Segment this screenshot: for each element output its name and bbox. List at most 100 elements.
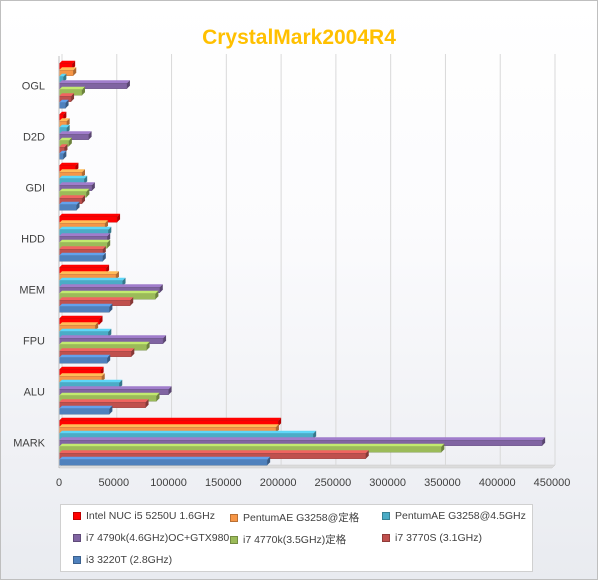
chart-title: CrystalMark2004R4 [202,26,396,49]
bar-front [58,306,110,313]
legend-swatch [382,512,390,520]
bar-top [59,366,104,370]
bar [58,131,92,140]
bar [58,341,150,351]
legend-label: PentumAE G3258@定格 [243,512,360,524]
bar-side [163,335,167,344]
bar-top [59,213,121,217]
bar [58,201,80,211]
bar-top [59,118,70,122]
bar-side [68,137,72,147]
bar-side [75,162,79,172]
bar-front [58,459,268,466]
bar [58,328,112,338]
bar-top [59,392,160,396]
bar [58,233,111,242]
bar-top [59,137,72,141]
bar-top [59,169,86,173]
bar-side [95,322,99,331]
bar [58,137,72,147]
y-tick-label: D2D [23,132,45,144]
bar-top [59,456,271,460]
bar-top [59,405,113,409]
bar-top [59,80,130,84]
axes: MARK ALU FPU MEM HDD GDI D2D OGL 0 50000 100000 150… [13,56,570,489]
bar-side [130,297,134,306]
y-tick-label: GDI [25,183,45,195]
bar-front [58,357,108,364]
bar-top [59,67,77,71]
bar-top [59,417,282,421]
bar-side [542,437,546,446]
bar-side [105,220,109,229]
bar-side [65,99,69,109]
bar-top [59,322,99,326]
bar [58,405,113,415]
bar-side [159,284,163,293]
bar-top [59,341,150,345]
bar-top [59,233,111,237]
legend-item: Intel NUC i5 5250U 1.6GHz [73,510,215,522]
bar-side [145,399,149,408]
x-tick-label: 50000 [98,477,129,489]
bar-top [59,60,76,64]
bar-side [71,93,75,102]
bar-side [76,201,80,211]
bar-top [59,303,113,307]
bar-top [59,188,90,192]
legend-item: i7 4790k(4.6GHz)OC+GTX980 [73,532,229,544]
legend-label: i7 3770S (3.1GHz) [395,532,482,544]
bars [58,60,546,466]
x-tick-label: 250000 [315,477,352,489]
bar-side [100,366,104,376]
bar [58,67,77,76]
bar-top [59,99,69,103]
bar-side [107,239,111,249]
bar-top [59,424,279,428]
legend-label: i7 4770k(3.5GHz)定格 [243,534,347,546]
bar-top [59,277,126,281]
bar-side [109,405,113,415]
bar-side [168,386,172,395]
bar-side [101,373,105,382]
bar-top [59,437,546,441]
y-tick-label: MEM [19,285,45,297]
bar-side [119,379,123,389]
bar-front [58,153,64,160]
bar-side [66,124,70,134]
x-tick-label: 400000 [479,477,516,489]
bar-side [109,303,113,313]
legend-item: PentumAE G3258@定格 [230,510,359,525]
bar-top [59,195,86,199]
x-tick-label: 100000 [150,477,187,489]
bar-side [88,131,92,140]
bar-top [59,111,67,115]
x-tick-label: 300000 [369,477,406,489]
y-tick-label: FPU [23,336,45,348]
bar-top [59,348,135,352]
bar-top [59,182,95,186]
legend-swatch [382,534,390,542]
x-tick-label: 350000 [424,477,461,489]
bar-top [59,201,80,205]
bar-front [58,408,110,415]
bar-side [86,188,90,198]
bar-side [91,182,95,191]
bar [58,303,113,313]
bar-side [102,246,106,255]
bar [58,73,67,83]
y-tick-label: HDD [21,234,45,246]
bar [58,373,105,382]
bar-front [58,255,104,262]
bar-side [365,450,369,459]
bar-side [108,328,112,338]
bar-top [59,220,109,224]
bar-side [126,80,130,89]
bar-side [106,264,110,274]
y-tick-label: ALU [24,387,45,399]
bar-top [59,73,67,77]
bar-side [84,175,88,185]
bar-side [66,118,70,127]
bar-top [59,124,70,128]
bar-side [122,277,126,287]
